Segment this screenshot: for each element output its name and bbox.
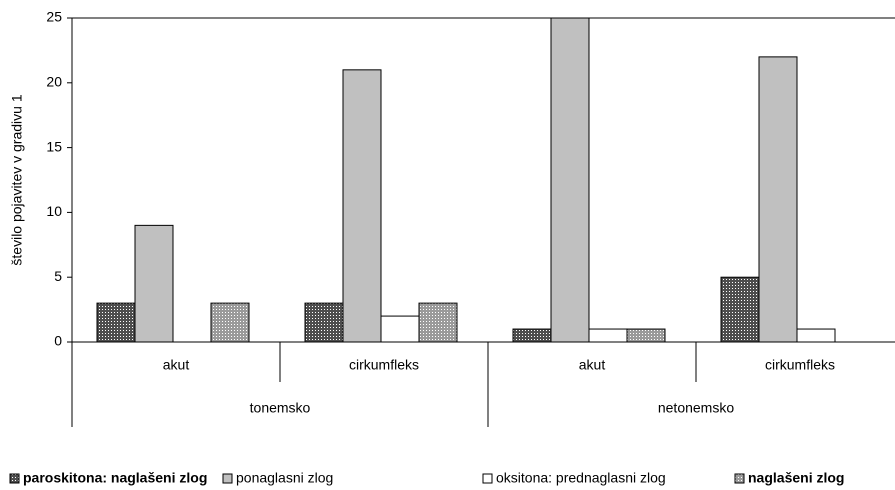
- bar: [342, 69, 382, 343]
- bar: [134, 224, 174, 343]
- y-tick-label: 15: [46, 138, 62, 154]
- bar: [796, 328, 836, 343]
- legend-label: ponaglasni zlog: [236, 470, 333, 486]
- legend-swatch: [222, 473, 233, 484]
- bar: [304, 302, 344, 343]
- y-tick-label: 20: [46, 74, 62, 90]
- bar: [418, 302, 458, 343]
- x-tick-label: cirkumfleks: [349, 357, 419, 373]
- legend-swatch: [734, 473, 745, 484]
- bar: [512, 328, 552, 343]
- group-label: tonemsko: [250, 400, 311, 416]
- bar: [626, 328, 666, 343]
- legend-label: naglašeni zlog: [748, 470, 844, 486]
- x-tick-label: akut: [579, 357, 606, 373]
- y-tick-label: 10: [46, 203, 62, 219]
- x-tick-label: akut: [163, 357, 190, 373]
- bar: [210, 302, 250, 343]
- y-tick-label: 25: [46, 9, 62, 25]
- bar: [380, 315, 420, 343]
- legend-label: oksitona: prednaglasni zlog: [496, 470, 666, 486]
- y-axis-title: število pojavitev v gradivu 1: [9, 94, 25, 265]
- legend-label: paroskitona: naglašeni zlog: [23, 470, 207, 486]
- bar: [550, 17, 590, 343]
- y-tick-label: 5: [54, 268, 62, 284]
- legend-swatch: [482, 473, 493, 484]
- bar: [758, 56, 798, 343]
- bar: [588, 328, 628, 343]
- x-tick-label: cirkumfleks: [765, 357, 835, 373]
- group-label: netonemsko: [658, 400, 734, 416]
- bar: [96, 302, 136, 343]
- bar: [720, 276, 760, 343]
- legend-swatch: [9, 473, 20, 484]
- y-tick-label: 0: [54, 333, 62, 349]
